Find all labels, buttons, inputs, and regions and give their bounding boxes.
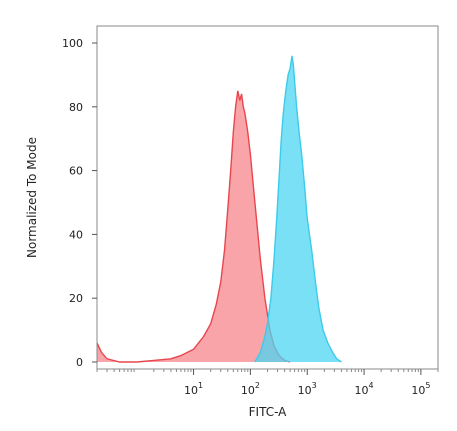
y-tick-label-20: 20: [69, 292, 83, 305]
y-axis-title: Normalized To Mode: [25, 137, 39, 258]
y-tick-label-100: 100: [62, 37, 83, 50]
x-tick-label-1000: 103: [298, 381, 317, 397]
y-tick-label-60: 60: [69, 165, 83, 178]
y-tick-label-80: 80: [69, 101, 83, 114]
series-2-line: [254, 55, 342, 363]
series-2-fill: [254, 55, 342, 363]
x-axis-title: FITC-A: [249, 405, 288, 419]
series-layer: [96, 55, 342, 363]
y-tick-label-40: 40: [69, 228, 83, 241]
series-1-line: [96, 90, 291, 363]
y-tick-label-0: 0: [76, 356, 83, 369]
x-tick-label-10000: 104: [355, 381, 374, 397]
x-tick-label-100000: 105: [411, 381, 430, 397]
series-1-fill: [97, 90, 291, 363]
axis-layer: 0 20 40 60 80 100 101 102 103 104 105: [62, 37, 439, 397]
x-tick-label-100: 102: [241, 381, 260, 397]
x-tick-label-10: 101: [184, 381, 203, 397]
